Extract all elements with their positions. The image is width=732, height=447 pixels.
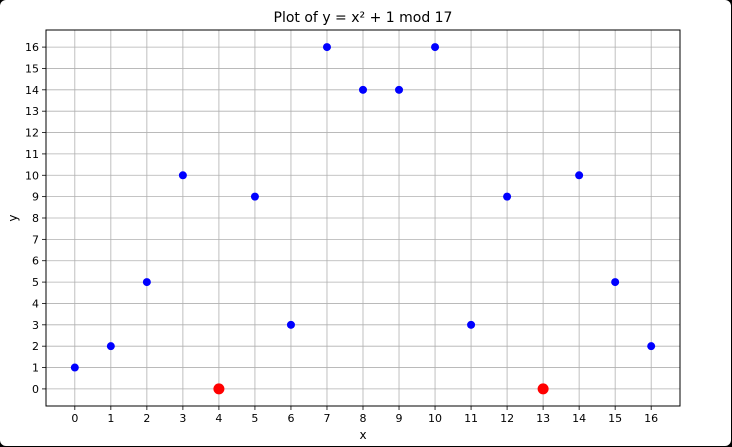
highlight-point [213, 383, 225, 395]
y-tick-label: 6 [32, 255, 39, 268]
x-tick-label: 10 [428, 412, 442, 425]
x-tick-label: 7 [323, 412, 330, 425]
y-tick-label: 2 [32, 340, 39, 353]
chart-title: Plot of y = x² + 1 mod 17 [274, 10, 453, 26]
y-tick-label: 8 [32, 212, 39, 225]
y-tick-label: 14 [25, 84, 39, 97]
data-point [647, 342, 656, 351]
data-point [142, 278, 151, 287]
grid-lines [46, 30, 680, 406]
x-tick-label: 13 [536, 412, 550, 425]
y-tick-label: 3 [32, 319, 39, 332]
x-tick-label: 4 [215, 412, 222, 425]
data-points [70, 43, 656, 395]
y-tick-label: 13 [25, 105, 39, 118]
data-point [70, 363, 79, 372]
y-tick-label: 15 [25, 62, 39, 75]
highlight-point [537, 383, 549, 395]
x-tick-label: 8 [360, 412, 367, 425]
y-tick-label: 1 [32, 362, 39, 375]
y-tick-label: 16 [25, 41, 39, 54]
x-tick-label: 1 [107, 412, 114, 425]
x-tick-label: 3 [179, 412, 186, 425]
y-axis-label: y [6, 214, 20, 221]
data-point [286, 320, 295, 329]
y-tick-label: 4 [32, 297, 39, 310]
x-axis-label: x [359, 428, 366, 442]
y-tick-label: 5 [32, 276, 39, 289]
y-tick-label: 7 [32, 233, 39, 246]
x-tick-label: 0 [71, 412, 78, 425]
x-tick-label: 16 [644, 412, 658, 425]
data-point [503, 192, 512, 201]
data-point [395, 85, 404, 94]
x-tick-label: 11 [464, 412, 478, 425]
y-tick-label: 9 [32, 191, 39, 204]
data-point [467, 320, 476, 329]
x-tick-label: 6 [287, 412, 294, 425]
y-tick-label: 0 [32, 383, 39, 396]
data-point [250, 192, 259, 201]
y-tick-label: 11 [25, 148, 39, 161]
y-tick-label: 10 [25, 169, 39, 182]
x-tick-label: 15 [608, 412, 622, 425]
data-point [106, 342, 115, 351]
x-tick-label: 9 [396, 412, 403, 425]
data-point [575, 171, 584, 180]
x-tick-label: 2 [143, 412, 150, 425]
y-tick-label: 12 [25, 127, 39, 140]
x-tick-label: 5 [251, 412, 258, 425]
data-point [178, 171, 187, 180]
data-point [611, 278, 620, 287]
data-point [431, 43, 440, 52]
data-point [359, 85, 367, 94]
x-tick-label: 12 [500, 412, 514, 425]
x-axis: 0 1 2 3 4 5 6 7 8 9 10 11 12 13 14 15 16 [71, 406, 658, 425]
x-tick-label: 14 [572, 412, 586, 425]
data-point [322, 43, 331, 52]
